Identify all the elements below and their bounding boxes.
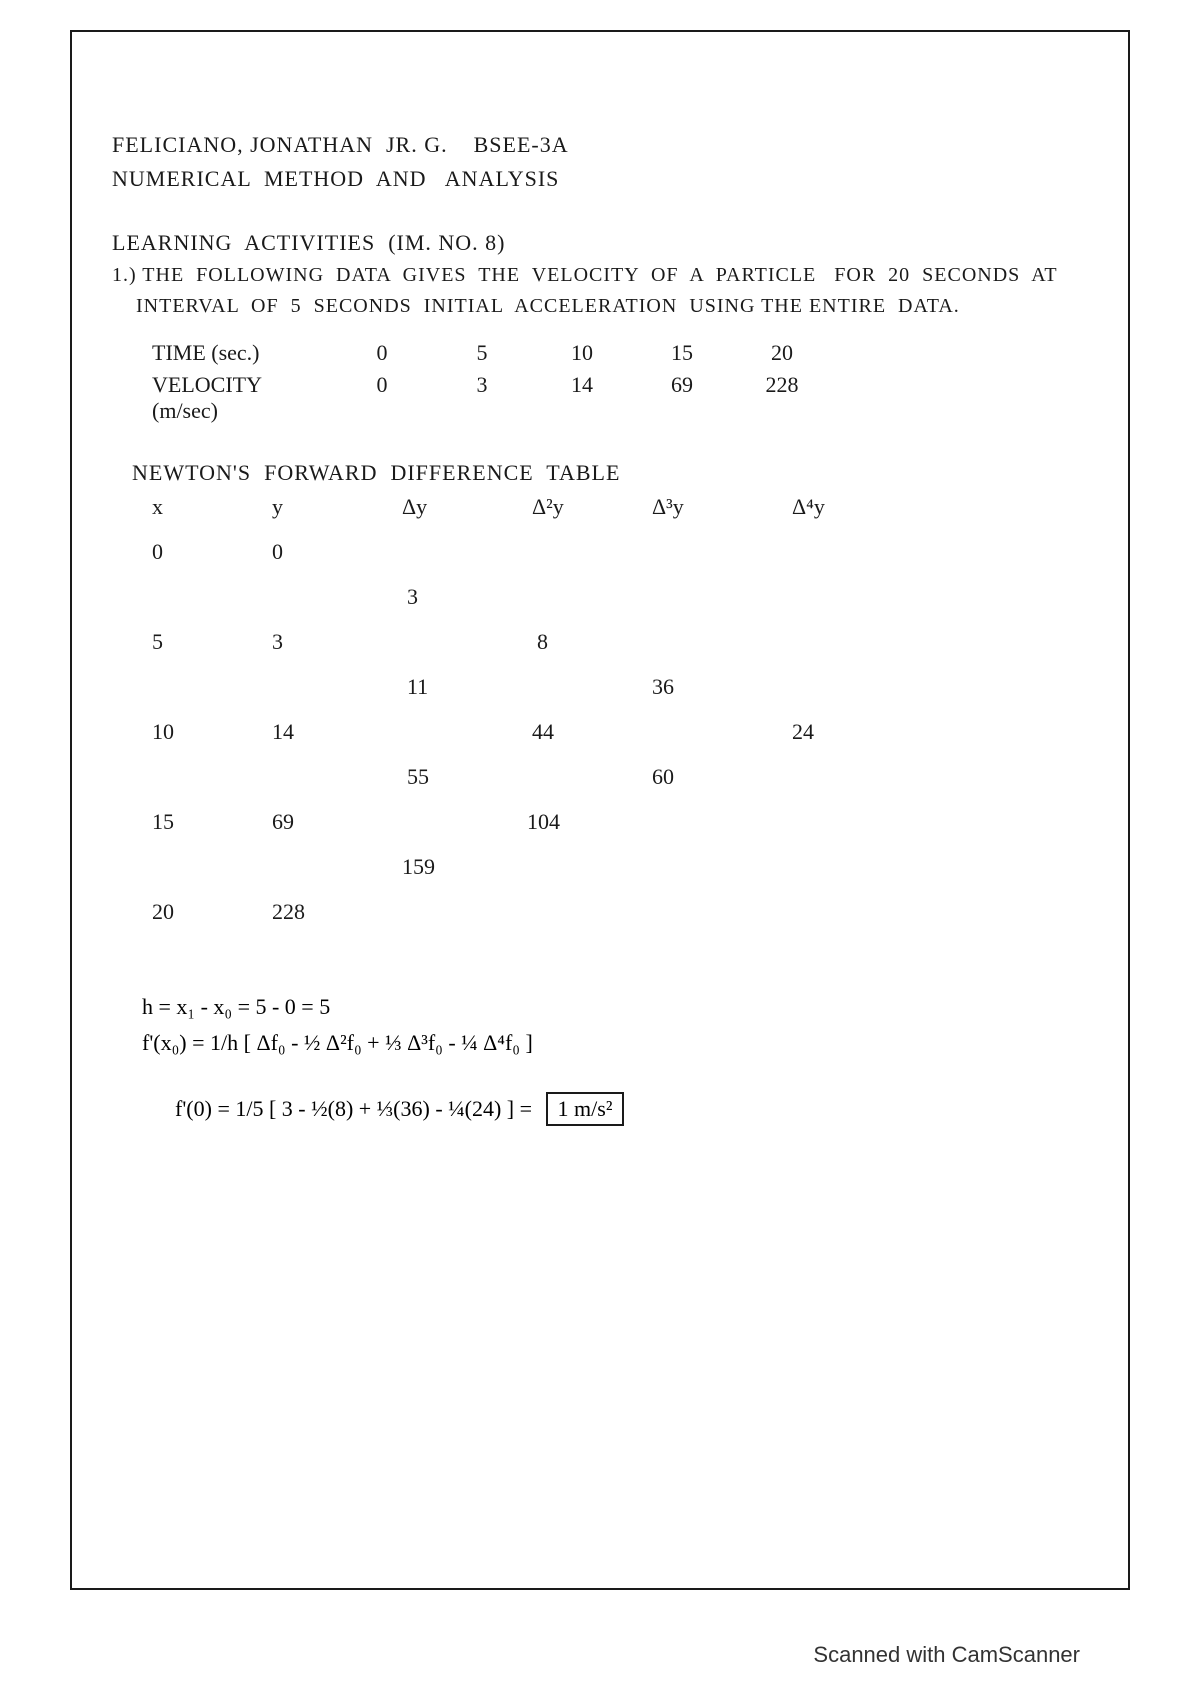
y1: 3 [272,629,283,655]
dy3: 159 [402,854,435,880]
problem-text-1: 1.) THE FOLLOWING DATA GIVES THE VELOCIT… [112,264,1088,287]
x0: 0 [152,539,163,565]
vel-3: 69 [632,372,732,424]
page: FELICIANO, JONATHAN JR. G. BSEE-3A NUMER… [0,0,1200,1698]
d3y0: 36 [652,674,674,700]
scanner-watermark: Scanned with CamScanner [813,1642,1080,1668]
h-equation: h = x₁ - x₀ = 5 - 0 = 5 [112,994,1088,1020]
student-name: FELICIANO, JONATHAN JR. G. BSEE-3A [112,132,1088,158]
difference-table: x y Δy Δ²y Δ³y Δ⁴y 0 0 5 3 10 14 15 69 2… [112,494,1088,994]
diff-table-title: NEWTON'S FORWARD DIFFERENCE TABLE [112,460,1088,486]
time-1: 5 [432,340,532,366]
d3y1: 60 [652,764,674,790]
time-4: 20 [732,340,832,366]
d2y2: 104 [527,809,560,835]
problem-text-2: INTERVAL OF 5 SECONDS INITIAL ACCELERATI… [112,295,1088,318]
y2: 14 [272,719,294,745]
x4: 20 [152,899,174,925]
worksheet-border: FELICIANO, JONATHAN JR. G. BSEE-3A NUMER… [70,30,1130,1590]
dy1: 11 [407,674,428,700]
hdr-dy: Δy [402,494,427,520]
x2: 10 [152,719,174,745]
vel-0: 0 [332,372,432,424]
x1: 5 [152,629,163,655]
vel-2: 14 [532,372,632,424]
time-0: 0 [332,340,432,366]
y3: 69 [272,809,294,835]
velocity-label: VELOCITY (m/sec) [112,372,332,424]
y4: 228 [272,899,305,925]
final-answer-box: 1 m/s² [546,1092,625,1126]
d2y1: 44 [532,719,554,745]
dy2: 55 [407,764,429,790]
vel-4: 228 [732,372,832,424]
vel-1: 3 [432,372,532,424]
hdr-d4y: Δ⁴y [792,494,825,520]
course-title: NUMERICAL METHOD AND ANALYSIS [112,166,1088,192]
hdr-y: y [272,494,283,520]
time-3: 15 [632,340,732,366]
given-velocity-row: VELOCITY (m/sec) 0 3 14 69 228 [112,372,1088,424]
derivative-eval: f'(0) = 1/5 [ 3 - ½(8) + ⅓(36) - ¼(24) ]… [112,1066,1088,1152]
hdr-d2y: Δ²y [532,494,564,520]
x3: 15 [152,809,174,835]
d4y0: 24 [792,719,814,745]
hdr-d3y: Δ³y [652,494,684,520]
derivative-formula: f'(x₀) = 1/h [ Δf₀ - ½ Δ²f₀ + ⅓ Δ³f₀ - ¼… [112,1030,1088,1056]
dy0: 3 [407,584,418,610]
d2y0: 8 [537,629,548,655]
given-time-row: TIME (sec.) 0 5 10 15 20 [112,340,1088,366]
time-2: 10 [532,340,632,366]
y0: 0 [272,539,283,565]
eval-expression: f'(0) = 1/5 [ 3 - ½(8) + ⅓(36) - ¼(24) ]… [175,1096,538,1121]
hdr-x: x [152,494,163,520]
activity-heading: LEARNING ACTIVITIES (IM. NO. 8) [112,230,1088,256]
time-label: TIME (sec.) [112,340,332,366]
